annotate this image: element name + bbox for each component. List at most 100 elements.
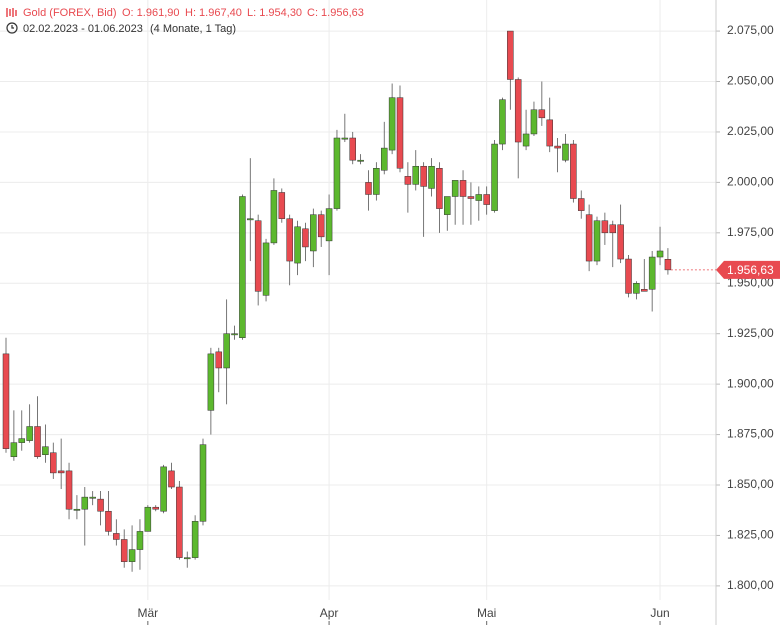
candle-body (2, 353, 10, 449)
x-tick-label: Apr (320, 606, 339, 620)
candle-body (113, 533, 120, 540)
candle-body (223, 333, 230, 369)
candle-body (467, 196, 475, 199)
candle-body (57, 470, 65, 474)
candle-body (207, 353, 215, 411)
candle-body (247, 218, 254, 221)
y-tick-label: 1.900,00 (727, 376, 774, 390)
x-tick-label: Mär (138, 606, 159, 620)
candle-body (554, 145, 561, 149)
instrument-title: Gold (FOREX, Bid) (23, 7, 117, 19)
candle-body (451, 180, 459, 197)
clock-icon (6, 22, 18, 34)
candle-body (546, 119, 553, 147)
candle-body (239, 196, 246, 338)
candle-body (459, 180, 467, 197)
y-tick-label: 2.075,00 (727, 23, 774, 37)
candle-body (514, 79, 522, 143)
candle-body (105, 510, 112, 532)
ohlc-label: O: 1.961,90 (122, 7, 180, 19)
candle-body (625, 258, 632, 294)
candle-body (10, 442, 18, 458)
candle-body (404, 176, 412, 185)
candle-body (333, 137, 341, 209)
candle-body (42, 446, 49, 455)
candle-body (436, 168, 443, 209)
candle-body (601, 220, 609, 234)
y-tick-label: 1.800,00 (727, 578, 774, 592)
candle-body (81, 496, 89, 510)
chart-icon (6, 8, 17, 17)
candle-body (538, 109, 546, 119)
y-tick-label: 1.875,00 (727, 427, 774, 441)
candle-body (349, 137, 356, 161)
x-tick-label: Jun (650, 606, 669, 620)
candle-body (562, 143, 569, 161)
candle-body (593, 220, 601, 262)
candle-body (128, 549, 136, 562)
candle-body (656, 250, 664, 258)
candle-body (73, 508, 81, 511)
period-note: (4 Monate, 1 Tag) (150, 23, 236, 35)
candle-body (577, 198, 585, 211)
candle-body (168, 470, 175, 488)
y-tick-label: 1.850,00 (727, 477, 774, 491)
candle-body (420, 165, 427, 187)
candle-body (641, 289, 648, 292)
candle-body (341, 137, 349, 140)
candle-body (97, 498, 104, 512)
candle-body (388, 97, 396, 151)
candle-body (120, 539, 128, 562)
candle-body (491, 143, 498, 211)
candle-body (365, 182, 372, 195)
candle-body (136, 531, 144, 550)
y-tick-label: 2.025,00 (727, 124, 774, 138)
candle-body (499, 99, 506, 145)
candle-body (357, 159, 364, 162)
candle-body (262, 242, 270, 296)
period: 02.02.2023 - 01.06.2023 (23, 23, 143, 35)
candle-body (648, 256, 656, 290)
y-tick-label: 1.825,00 (727, 528, 774, 542)
ohlc-label: L: 1.954,30 (247, 7, 302, 19)
candle-body (183, 557, 191, 560)
candle-body (530, 109, 538, 135)
candle-body (373, 168, 380, 195)
candle-body (483, 194, 490, 205)
last-price-tag (716, 260, 780, 279)
y-tick-label: 1.975,00 (727, 225, 774, 239)
candle-body (570, 143, 577, 199)
candle-body (18, 438, 26, 443)
y-tick-label: 1.950,00 (727, 275, 774, 289)
ohlc-label: C: 1.956,63 (307, 7, 364, 19)
x-tick-label: Mai (477, 606, 496, 620)
candle-body (664, 258, 672, 271)
candle-body (89, 496, 96, 499)
header: Gold (FOREX, Bid) O: 1.961,90 H: 1.967,4… (6, 7, 364, 35)
candle-body (396, 97, 404, 169)
candle-body (191, 521, 199, 558)
candle-body (294, 226, 301, 264)
candle-body (444, 196, 451, 215)
y-tick-label: 2.050,00 (727, 74, 774, 88)
candle-body (270, 190, 278, 244)
candle-body (199, 444, 207, 522)
candle-body (585, 214, 593, 262)
clock-hands (11, 25, 14, 29)
candle-body (26, 426, 33, 441)
candle-body (65, 470, 73, 510)
candle-body (176, 486, 183, 558)
candle-body (144, 506, 152, 532)
candle-body (633, 283, 640, 294)
candle-body (507, 30, 514, 80)
candle-body (475, 194, 483, 201)
candle-body (278, 192, 286, 219)
candle-body (152, 506, 159, 510)
candle-body (412, 165, 420, 185)
candle-body (617, 224, 624, 260)
ohlc-label: H: 1.967,40 (185, 7, 242, 19)
candle-body (160, 466, 167, 512)
candle-body (286, 218, 293, 262)
